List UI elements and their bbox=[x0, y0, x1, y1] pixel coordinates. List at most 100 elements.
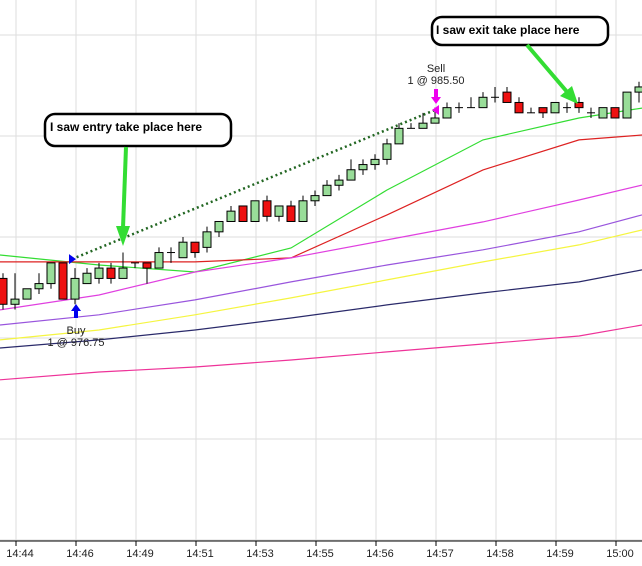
candle-body bbox=[190, 241, 200, 254]
candle-body bbox=[442, 107, 452, 119]
candle-body bbox=[310, 195, 320, 202]
candle-body bbox=[418, 122, 428, 129]
candle-body bbox=[178, 241, 188, 259]
candle bbox=[0, 273, 8, 310]
candle bbox=[286, 200, 296, 222]
ma-purple-line bbox=[0, 214, 642, 326]
ma-pink-line bbox=[0, 324, 642, 381]
candle-body bbox=[58, 262, 68, 300]
candle bbox=[34, 273, 44, 294]
ma-green-line bbox=[0, 107, 642, 273]
x-tick-label: 14:56 bbox=[366, 548, 394, 560]
candle-body bbox=[286, 205, 296, 222]
candle bbox=[610, 107, 620, 119]
candle bbox=[250, 200, 260, 222]
candle-body bbox=[226, 210, 236, 222]
candle-body bbox=[634, 86, 642, 93]
candle bbox=[598, 107, 608, 119]
moving-averages bbox=[0, 107, 642, 381]
sell-arrow-icon bbox=[431, 89, 441, 104]
candle-body bbox=[22, 288, 32, 300]
candle-body bbox=[430, 117, 440, 124]
candle bbox=[394, 123, 404, 145]
candle-body bbox=[214, 220, 224, 233]
candle bbox=[478, 92, 488, 109]
candle bbox=[491, 86, 499, 103]
candle bbox=[214, 220, 224, 238]
candle-body bbox=[334, 179, 344, 186]
candle bbox=[131, 262, 139, 269]
candle bbox=[382, 138, 392, 165]
candle-body bbox=[358, 164, 368, 171]
candle bbox=[22, 288, 32, 300]
candle bbox=[274, 205, 284, 222]
candle-body bbox=[574, 101, 584, 109]
sell-label: Sell bbox=[427, 63, 445, 75]
candle bbox=[46, 262, 56, 289]
x-tick-label: 14:59 bbox=[546, 548, 574, 560]
candle bbox=[238, 205, 248, 222]
candle bbox=[455, 102, 463, 113]
candle-body bbox=[478, 96, 488, 109]
candle bbox=[58, 262, 68, 300]
candle bbox=[442, 102, 452, 119]
candle bbox=[70, 268, 80, 305]
candle-body bbox=[262, 200, 272, 217]
candle-body bbox=[394, 127, 404, 145]
candle bbox=[82, 268, 92, 285]
candle bbox=[310, 190, 320, 206]
exit-callout: I saw exit take place here bbox=[430, 15, 610, 47]
x-tick-label: 14:53 bbox=[246, 548, 274, 560]
candle bbox=[622, 91, 632, 119]
candle bbox=[467, 97, 475, 109]
x-tick-label: 14:49 bbox=[126, 548, 154, 560]
candle bbox=[154, 247, 164, 269]
ma-navy-line bbox=[0, 269, 642, 349]
candle-body bbox=[346, 169, 356, 181]
ma-magenta-line bbox=[0, 184, 642, 311]
ma-yellow-line bbox=[0, 229, 642, 341]
candle-body bbox=[46, 262, 56, 285]
candle bbox=[106, 262, 116, 284]
candle bbox=[538, 107, 548, 118]
candle-body bbox=[622, 91, 632, 119]
candle bbox=[634, 81, 642, 103]
candle-body bbox=[82, 272, 92, 285]
exit-callout-text: I saw exit take place here bbox=[436, 23, 580, 37]
candle-body bbox=[550, 101, 560, 114]
candle bbox=[346, 159, 356, 181]
candle-body bbox=[598, 107, 608, 119]
buy-detail: 1 @ 976.75 bbox=[47, 337, 104, 349]
x-tick-label: 14:57 bbox=[426, 548, 454, 560]
x-tick-label: 14:44 bbox=[6, 548, 34, 560]
candle bbox=[298, 195, 308, 222]
buy-arrow-icon bbox=[71, 304, 81, 318]
candle bbox=[334, 174, 344, 191]
candle bbox=[118, 252, 128, 279]
candle-body bbox=[94, 267, 104, 279]
candle bbox=[358, 159, 368, 175]
candle bbox=[94, 262, 104, 284]
candle bbox=[178, 237, 188, 259]
candle-body bbox=[538, 107, 548, 114]
x-tick-label: 14:58 bbox=[486, 548, 514, 560]
candle bbox=[574, 97, 584, 113]
candle-body bbox=[250, 200, 260, 222]
candle bbox=[10, 273, 20, 310]
candle bbox=[502, 86, 512, 103]
candle-body bbox=[274, 205, 284, 217]
candle bbox=[226, 205, 236, 222]
candle bbox=[370, 154, 380, 170]
x-tick-label: 14:46 bbox=[66, 548, 94, 560]
candle bbox=[142, 262, 152, 284]
candle-body bbox=[514, 101, 524, 114]
candle-body bbox=[154, 252, 164, 269]
candle-body bbox=[0, 277, 8, 305]
x-axis: 14:44 14:46 14:49 14:51 14:53 14:55 14:56 14:57… bbox=[6, 541, 634, 560]
candle-body bbox=[70, 277, 80, 300]
entry-callout-text: I saw entry take place here bbox=[50, 120, 202, 134]
candle-body bbox=[298, 200, 308, 222]
x-tick-label: 14:55 bbox=[306, 548, 334, 560]
ma-red-line bbox=[0, 134, 642, 263]
